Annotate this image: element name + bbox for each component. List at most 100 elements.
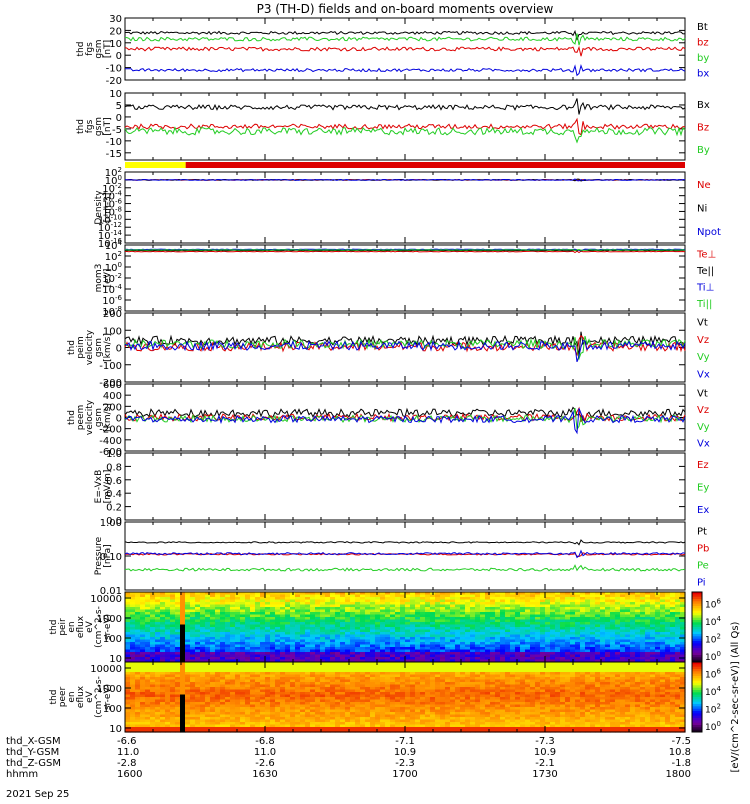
legend-Bt: Bt (697, 22, 708, 33)
legend-Ti||: Ti|| (696, 299, 712, 310)
legend-Ez: Ez (697, 460, 709, 471)
legend-Ne: Ne (697, 180, 711, 191)
colorbar-segment (692, 608, 702, 611)
y-tick-label-5: 10 (109, 89, 122, 100)
legend-bz: bz (697, 37, 709, 48)
y-tick-label-2: 0 (116, 344, 122, 355)
colorbar-tick-label: 106 (705, 597, 721, 610)
colorbar-segment (692, 601, 702, 604)
legend-Pt: Pt (697, 527, 707, 538)
mode-bar (125, 162, 685, 168)
legend-Vt: Vt (697, 388, 708, 399)
y-tick-label-3: 10000 (90, 594, 122, 605)
y-tick-label-2: 1000 (97, 614, 122, 625)
legend-Npot: Npot (697, 227, 721, 238)
mode-bar-red (186, 162, 685, 168)
y-tick-label-1: -10 (106, 64, 122, 75)
y-tick-label-4: 5 (116, 101, 122, 112)
legend-bx: bx (697, 68, 709, 79)
mode-bar-yellow (125, 162, 186, 168)
y-tick-label-2: 0 (116, 51, 122, 62)
legend-Vz: Vz (697, 405, 709, 416)
colorbar-segment (692, 594, 702, 597)
y-tick-label-4: 200 (103, 402, 122, 413)
series-line-bz (125, 47, 685, 56)
series-line-Bx (125, 98, 685, 114)
legend-Vt: Vt (697, 318, 708, 329)
legend-Vy: Vy (697, 422, 710, 433)
line-panel-2: Density[cm-3]10-1610-1410-1210-1010-810-… (94, 166, 721, 250)
y-tick-label-2: -5 (112, 125, 122, 136)
y-tick-label-1: -400 (99, 436, 122, 447)
y-tick-label-0: -20 (106, 76, 122, 87)
legend-Bz: Bz (697, 123, 709, 134)
y-tick-label-3: 0.6 (106, 476, 122, 487)
panel-frame (125, 522, 685, 590)
legend-Vx: Vx (697, 369, 710, 380)
y-tick-label-5: 400 (103, 391, 122, 402)
series-line-Vt (125, 332, 685, 357)
series-line-Pe (125, 565, 685, 571)
y-tick-label-2: 1.00 (100, 518, 122, 529)
series-line-Vx (125, 408, 685, 432)
y-tick-label-5: 1.0 (106, 449, 122, 460)
legend-Ex: Ex (697, 505, 709, 516)
y-tick-label-5: 30 (109, 14, 122, 25)
legend-Pi: Pi (697, 578, 706, 589)
y-tick-label-3: 10 (109, 39, 122, 50)
y-tick-label-4: 200 (103, 309, 122, 320)
legend-Pb: Pb (697, 544, 709, 555)
y-tick-label-6: 600 (103, 380, 122, 391)
y-tick-label-2: 0.4 (106, 489, 122, 500)
y-tick-label-3: 100 (103, 326, 122, 337)
y-tick-label-1: 100 (103, 634, 122, 645)
colorbar-tick-label: 100 (705, 650, 721, 663)
y-tick-label-1: -10 (106, 137, 122, 148)
colorbar-segment (692, 629, 702, 632)
colorbar-tick-label: 104 (705, 615, 721, 628)
legend-Ti⊥: Ti⊥ (696, 282, 714, 293)
legend-Ey: Ey (697, 483, 709, 494)
y-tick-label-2: -200 (99, 425, 122, 436)
y-tick-label-1: 0.10 (100, 552, 122, 563)
series-line-by (125, 34, 685, 46)
legend-Pe: Pe (697, 561, 709, 572)
legend-Vy: Vy (697, 352, 710, 363)
legend-Te⊥: Te⊥ (696, 249, 716, 260)
panel-frame (125, 453, 685, 520)
line-panel-3: mom3[eV]10-810-610-410-2100102104Te⊥Te||… (94, 239, 716, 318)
colorbar-segment (692, 615, 702, 618)
legend-Vz: Vz (697, 335, 709, 346)
colorbar-segment (692, 636, 702, 639)
legend-Bx: Bx (697, 100, 710, 111)
y-axis-label-line: [km/s] (103, 333, 113, 362)
series-line-Bz (125, 119, 685, 135)
colorbar-segment (692, 643, 702, 646)
legend-by: by (697, 53, 709, 64)
colorbar-segment (692, 657, 702, 660)
y-tick-label-4: 20 (109, 26, 122, 37)
legend-Vx: Vx (697, 439, 710, 450)
y-tick-label-1: 0.2 (106, 503, 122, 514)
series-line-Te⊥ (125, 251, 685, 252)
y-tick-label-3: 0 (116, 414, 122, 425)
colorbar-tick-label: 102 (705, 632, 721, 645)
colorbar-segment (692, 622, 702, 625)
series-line-bx (125, 66, 685, 76)
y-tick-label-0: -15 (106, 149, 122, 160)
y-tick-label-3: 0 (116, 113, 122, 124)
series-line-By (125, 128, 685, 143)
colorbar-segment (692, 650, 702, 653)
y-tick-label-4: 0.8 (106, 462, 122, 473)
legend-Te||: Te|| (696, 266, 714, 277)
